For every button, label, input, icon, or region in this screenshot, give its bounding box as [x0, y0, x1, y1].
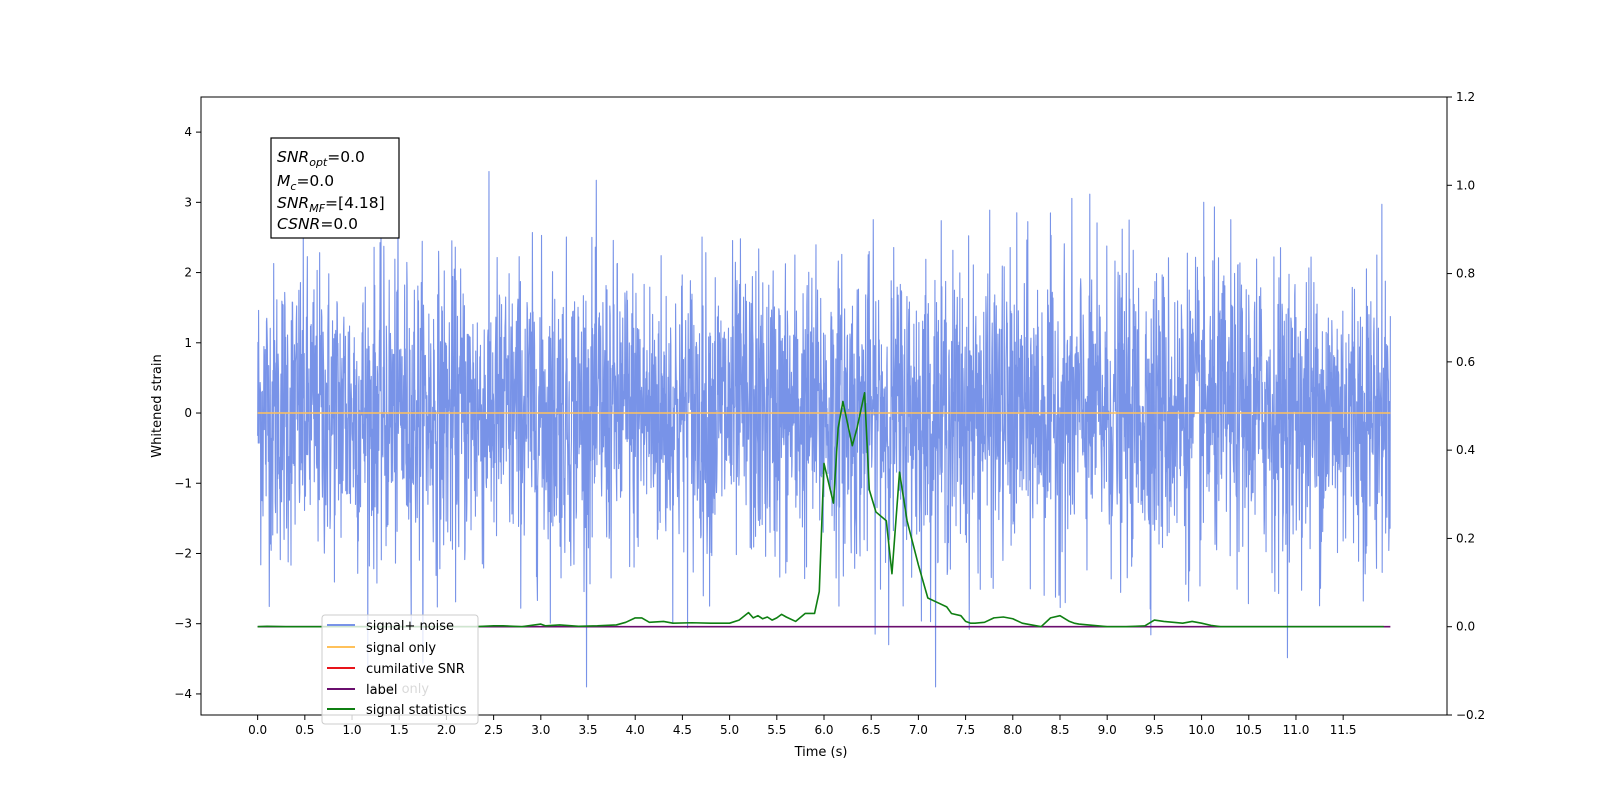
y-tick-label: −3: [174, 617, 192, 631]
x-tick-label: 11.0: [1283, 723, 1310, 737]
x-tick-label: 4.5: [673, 723, 692, 737]
annotation-box: SNRopt=0.0 Mc=0.0 SNRMF=[4.18] CSNR=0.0: [270, 137, 400, 239]
y-tick-label: 3: [184, 195, 192, 209]
legend-hidden-text: label only: [366, 682, 429, 697]
series-signal-noise: [257, 170, 1391, 688]
y-tick-label: 1: [184, 336, 192, 350]
annotation-mc-base: M: [277, 172, 290, 190]
annotation-snr-mf-base: SNR: [277, 194, 309, 212]
annotation-snr-opt-value: =0.0: [327, 148, 365, 166]
y-tick-label: 0: [184, 406, 192, 420]
x-tick-label: 4.0: [626, 723, 645, 737]
y-tick-label: −2: [174, 546, 192, 560]
annotation-csnr-value: =0.0: [320, 215, 358, 233]
x-axis-label: Time (s): [794, 745, 848, 760]
x-tick-label: 7.5: [956, 723, 975, 737]
x-tick-label: 10.5: [1235, 723, 1262, 737]
y2-tick-label: −0.2: [1456, 708, 1485, 722]
x-tick-label: 9.0: [1098, 723, 1117, 737]
legend-label-signal-only: signal only: [366, 641, 436, 656]
y-axis-right: 1.2 1.0 0.8 0.6 0.4 0.2 0.0 −0.2: [1447, 90, 1485, 722]
legend: label only signal+ noise signal only cum…: [321, 614, 479, 725]
y2-tick-label: 0.8: [1456, 267, 1475, 281]
x-tick-label: 11.5: [1330, 723, 1357, 737]
line-signal-statistics: [257, 391, 1384, 628]
y2-tick-label: 1.0: [1456, 178, 1475, 192]
annotation-mc-value: =0.0: [296, 172, 334, 190]
annotation-snr-opt: SNRopt=0.0: [277, 148, 365, 169]
x-tick-label: 10.0: [1188, 723, 1215, 737]
y-tick-label: −1: [174, 476, 192, 490]
x-tick-label: 6.0: [814, 723, 833, 737]
y-tick-label: 2: [184, 266, 192, 280]
legend-frame: [321, 614, 479, 725]
x-tick-label: 0.0: [248, 723, 267, 737]
annotation-mc-sub: c: [290, 180, 296, 193]
legend-label-cumilative-snr: cumilative SNR: [366, 662, 465, 677]
x-tick-label: 2.5: [484, 723, 503, 737]
annotation-snr-opt-sub: opt: [309, 156, 328, 169]
annotation-csnr-base: CSNR: [277, 215, 320, 233]
legend-label-signal-statistics: signal statistics: [366, 703, 467, 718]
annotation-snr-mf: SNRMF=[4.18]: [277, 194, 385, 215]
y-axis-left: 4 3 2 1 0 −1 −2 −3 −4: [174, 125, 201, 701]
y2-tick-label: 0.4: [1456, 443, 1475, 457]
y-axis-label: Whitened strain: [150, 354, 165, 457]
x-tick-label: 7.0: [909, 723, 928, 737]
x-tick-label: 8.0: [1003, 723, 1022, 737]
annotation-csnr: CSNR=0.0: [277, 215, 358, 233]
legend-label-signal-noise: signal+ noise: [366, 619, 454, 634]
x-tick-label: 5.0: [720, 723, 739, 737]
x-tick-label: 9.5: [1145, 723, 1164, 737]
y-tick-label: −4: [174, 687, 192, 701]
annotation-snr-opt-base: SNR: [277, 148, 309, 166]
x-tick-label: 5.5: [767, 723, 786, 737]
line-signal-noise: [257, 170, 1391, 688]
x-tick-label: 2.0: [437, 723, 456, 737]
x-tick-label: 6.5: [862, 723, 881, 737]
x-tick-label: 1.5: [390, 723, 409, 737]
annotation-snr-mf-value: =[4.18]: [325, 194, 385, 212]
legend-label-label: label: [366, 683, 397, 698]
x-tick-label: 3.5: [578, 723, 597, 737]
y2-tick-label: 1.2: [1456, 90, 1475, 104]
y2-tick-label: 0.2: [1456, 531, 1475, 545]
x-tick-label: 0.5: [295, 723, 314, 737]
x-tick-label: 1.0: [342, 723, 361, 737]
x-tick-label: 8.5: [1050, 723, 1069, 737]
x-tick-label: 3.0: [531, 723, 550, 737]
annotation-frame: [270, 137, 400, 239]
annotation-snr-mf-sub: MF: [309, 202, 325, 215]
x-axis: 0.0 0.5 1.0 1.5 2.0 2.5 3.0 3.5 4.0 4.5 5.0 5.5 6.0 6…: [248, 715, 1357, 737]
y2-tick-label: 0.6: [1456, 355, 1475, 369]
y-tick-label: 4: [184, 125, 192, 139]
annotation-mc: Mc=0.0: [277, 172, 334, 193]
y2-tick-label: 0.0: [1456, 620, 1475, 634]
